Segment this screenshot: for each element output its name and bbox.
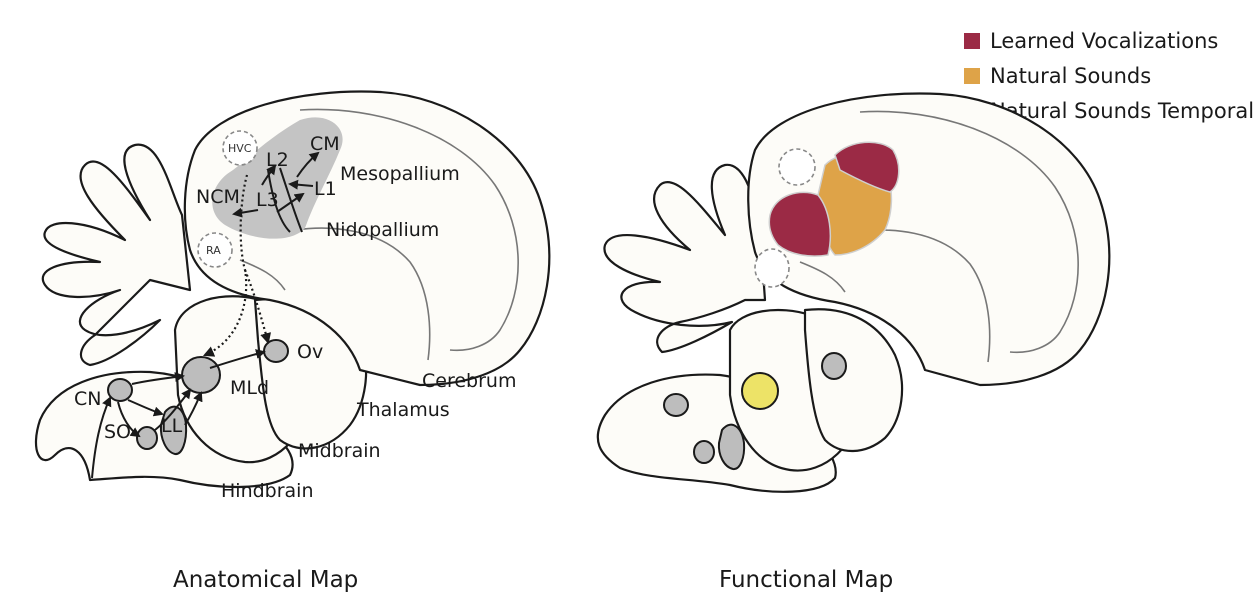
fn-region-natural-sounds-temporal	[741, 372, 779, 410]
arrow-cn-to-mld	[131, 372, 185, 385]
anatomical-map: HVC RA CM L2 L1 NCM L3 Mesopallium Nid	[35, 90, 551, 593]
cerebellum-shape	[41, 143, 192, 367]
fn-thalamus-shape	[803, 308, 904, 453]
arrow-cn-to-ll	[127, 399, 164, 417]
arrow-l3-to-l1	[276, 192, 305, 213]
fn-ll-nucleus	[717, 423, 746, 470]
functional-map: Functional Map	[596, 92, 1111, 593]
label-mesopallium: Mesopallium	[340, 163, 460, 185]
fn-lamina-line-mid	[854, 229, 991, 363]
label-cn: CN	[74, 388, 101, 410]
label-ncm: NCM	[196, 186, 240, 208]
label-nidopallium: Nidopallium	[326, 219, 439, 241]
hvc-nucleus	[222, 130, 258, 166]
fn-ov-nucleus	[821, 352, 847, 380]
arrow-so-to-mld	[154, 388, 192, 431]
label-l3: L3	[256, 189, 279, 211]
arrow-l3-to-ncm	[232, 207, 259, 218]
caption-functional-map: Functional Map	[719, 567, 893, 593]
label-cerebrum: Cerebrum	[422, 370, 516, 392]
fn-cerebellum-shape	[603, 163, 767, 354]
fn-cn-nucleus	[663, 393, 689, 417]
label-hindbrain: Hindbrain	[221, 480, 314, 502]
arrow-ascending-to-l2	[261, 164, 277, 186]
lamina-line-inner	[239, 259, 286, 291]
lamina-line-mid	[294, 227, 431, 361]
fn-lamina-line-outer	[859, 110, 1079, 354]
ra-nucleus	[197, 232, 233, 268]
ov-nucleus	[263, 339, 289, 363]
fn-hvc-outline	[778, 148, 816, 186]
legend-label-natural-sounds-temporal: Natural Sounds Temporal	[990, 99, 1254, 123]
label-l1: L1	[314, 178, 337, 200]
mld-nucleus	[181, 356, 221, 394]
label-cm: CM	[310, 133, 340, 155]
lamina-line-outer	[299, 108, 519, 352]
arrow-cn-to-so	[117, 401, 141, 438]
label-thalamus: Thalamus	[356, 399, 450, 421]
fn-ra-outline	[754, 248, 790, 288]
hvc-label: HVC	[228, 142, 252, 155]
arrow-l2-to-cm	[296, 151, 320, 178]
fn-region-learned-vocalizations-dorsal	[834, 141, 900, 193]
auditory-forebrain-field	[212, 117, 343, 239]
label-so: SO	[104, 421, 131, 443]
legend-label-learned-vocalizations: Learned Vocalizations	[990, 29, 1218, 53]
fn-lamina-line-inner	[799, 261, 846, 293]
ra-label: RA	[206, 244, 221, 257]
fn-region-learned-vocalizations-ventral	[768, 191, 832, 257]
label-l2: L2	[266, 149, 289, 171]
legend: Learned Vocalizations Natural Sounds Nat…	[964, 29, 1254, 123]
label-midbrain: Midbrain	[298, 440, 381, 462]
arrow-l1-to-l2	[288, 179, 314, 190]
arrow-mld-to-ov	[209, 349, 266, 369]
field-l-boundary	[267, 169, 291, 233]
label-mld: MLd	[230, 377, 269, 399]
arrow-input-to-cn	[91, 396, 112, 479]
fn-so-nucleus	[693, 440, 715, 464]
legend-label-natural-sounds: Natural Sounds	[990, 64, 1151, 88]
caption-anatomical-map: Anatomical Map	[173, 567, 358, 593]
arrow-ll-to-mld	[184, 391, 203, 426]
legend-swatch-natural-sounds	[964, 68, 980, 84]
label-ll: LL	[161, 415, 183, 437]
so-nucleus	[136, 426, 158, 450]
cn-nucleus	[107, 378, 133, 402]
legend-swatch-learned-vocalizations	[964, 33, 980, 49]
label-ov: Ov	[297, 341, 323, 363]
